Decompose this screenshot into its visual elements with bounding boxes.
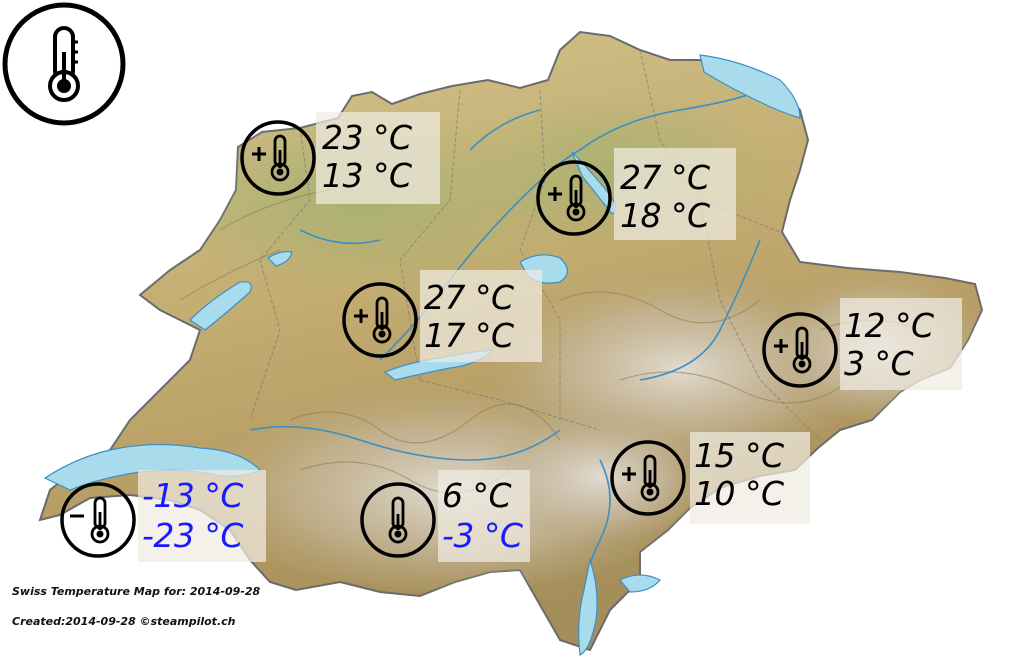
max-temperature: 23 °C bbox=[322, 118, 412, 157]
max-temperature: 12 °C bbox=[844, 306, 934, 345]
station-basel: 23 °C 13 °C bbox=[240, 112, 440, 204]
max-temperature: 15 °C bbox=[694, 436, 784, 475]
thermometer-plus-icon bbox=[762, 312, 838, 388]
label-background bbox=[840, 298, 962, 390]
max-temperature: -13 °C bbox=[142, 476, 243, 515]
min-temperature: 13 °C bbox=[322, 156, 412, 195]
station-valais: 6 °C -3 °C bbox=[360, 470, 530, 562]
label-background bbox=[420, 270, 542, 362]
station-geneva: -13 °C -23 °C bbox=[60, 470, 266, 562]
map-title: Swiss Temperature Map for: 2014-09-28 bbox=[12, 585, 261, 598]
min-temperature: 10 °C bbox=[694, 474, 784, 513]
thermometer-icon bbox=[360, 482, 436, 558]
min-temperature: -3 °C bbox=[442, 516, 523, 555]
label-background bbox=[438, 470, 530, 562]
thermometer-icon bbox=[2, 2, 126, 126]
label-background bbox=[614, 148, 736, 240]
station-graubunden: 12 °C 3 °C bbox=[762, 298, 962, 390]
min-temperature: -23 °C bbox=[142, 516, 243, 555]
max-temperature: 6 °C bbox=[442, 476, 512, 515]
min-temperature: 18 °C bbox=[620, 196, 710, 235]
min-temperature: 3 °C bbox=[844, 344, 914, 383]
label-background bbox=[138, 470, 266, 562]
label-background bbox=[690, 432, 810, 524]
thermometer-minus-icon bbox=[60, 482, 136, 558]
thermometer-plus-icon bbox=[342, 282, 418, 358]
station-zurich: 27 °C 18 °C bbox=[536, 148, 736, 240]
thermometer-plus-icon bbox=[536, 160, 612, 236]
map-credit: Created:2014-09-28 ©steampilot.ch bbox=[12, 615, 236, 628]
thermometer-plus-icon bbox=[610, 440, 686, 516]
min-temperature: 17 °C bbox=[424, 316, 514, 355]
max-temperature: 27 °C bbox=[424, 278, 514, 317]
max-temperature: 27 °C bbox=[620, 158, 710, 197]
label-background bbox=[316, 112, 440, 204]
station-bern: 27 °C 17 °C bbox=[342, 270, 542, 362]
station-ticino: 15 °C 10 °C bbox=[610, 432, 810, 524]
thermometer-plus-icon bbox=[240, 120, 316, 196]
